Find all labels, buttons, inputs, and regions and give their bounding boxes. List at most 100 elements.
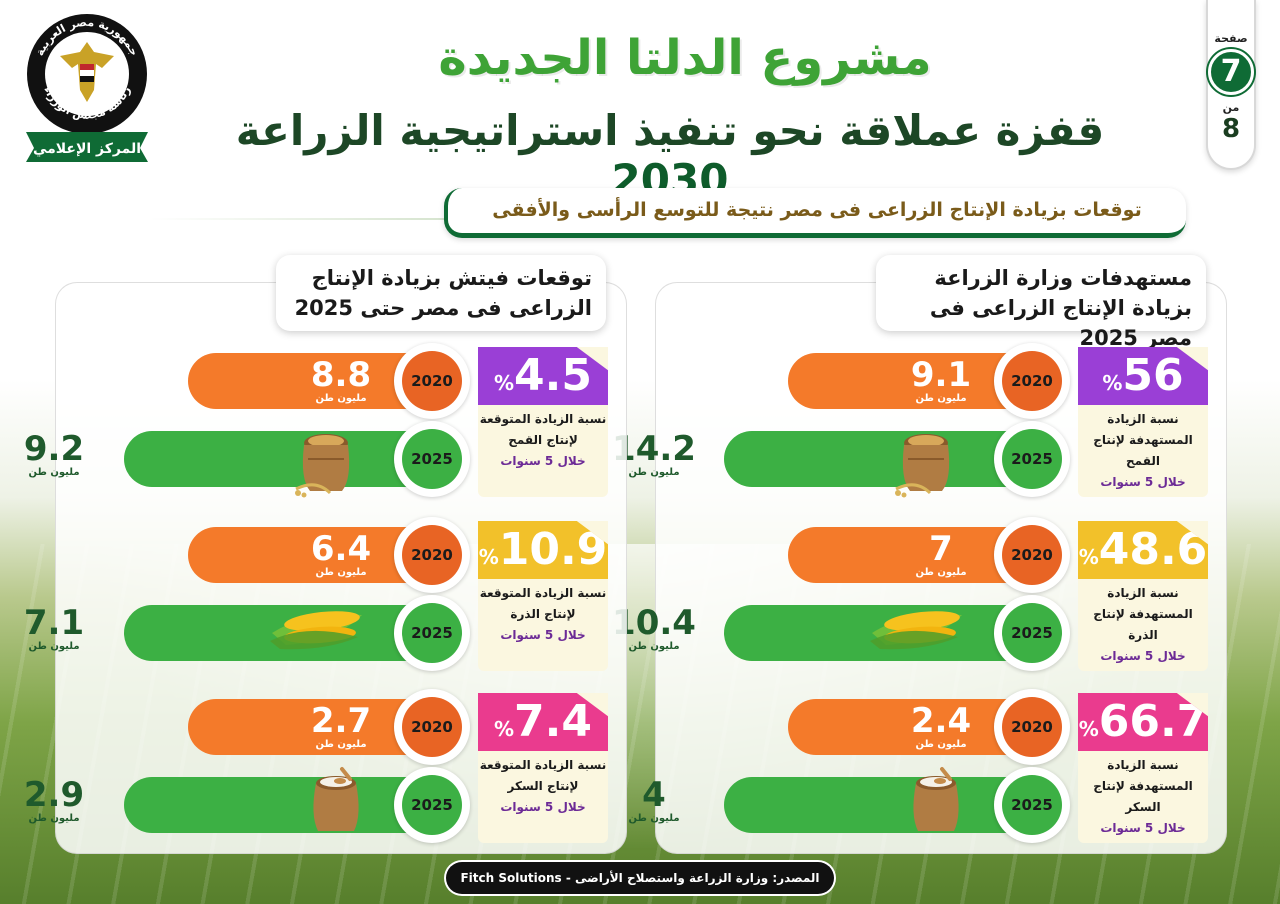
period-text: خلال 5 سنوات (1100, 821, 1186, 835)
eagle-icon (60, 42, 114, 102)
percent-sign: % (494, 717, 515, 741)
sugar-sack-icon (286, 765, 366, 845)
value-number: 7.1 (23, 603, 85, 643)
page-total: 8 (1221, 114, 1241, 144)
year-badge-2025: 2025 (394, 421, 470, 497)
percent-card: %56 نسبة الزيادة المستهدفة لإنتاج القمح … (1078, 347, 1208, 497)
value-2020: 2.7 مليون طن (296, 703, 386, 751)
value-number: 4 (642, 775, 666, 815)
value-2025: 4 مليون طن (604, 777, 704, 825)
value-2020: 8.8 مليون طن (296, 357, 386, 405)
year-label: 2020 (1002, 697, 1062, 757)
production-row: 2020 2025 8.8 مليون طن 9.2 مليون طن %4.5… (24, 343, 628, 513)
year-badge-2025: 2025 (994, 767, 1070, 843)
increase-text: نسبة الزيادة المتوقعة لإنتاج القمح (479, 412, 607, 447)
page-of-label: من (1222, 101, 1240, 114)
value-number: 9.2 (23, 429, 85, 469)
percent-sign: % (478, 545, 499, 569)
value-unit: مليون طن (915, 739, 967, 750)
value-number: 2.4 (910, 701, 972, 741)
value-unit: مليون طن (915, 393, 967, 404)
page-label: صفحة (1214, 32, 1248, 45)
percent-card: %7.4 نسبة الزيادة المتوقعة لإنتاج السكر … (478, 693, 608, 843)
value-2025: 9.2 مليون طن (4, 431, 104, 479)
percent-header: %56 (1078, 347, 1208, 405)
increase-text: نسبة الزيادة المتوقعة لإنتاج السكر (479, 758, 607, 793)
value-unit: مليون طن (28, 641, 80, 652)
year-badge-2020: 2020 (394, 517, 470, 593)
production-row: 2020 2025 6.4 مليون طن 7.1 مليون طن %10.… (24, 517, 628, 687)
increase-text: نسبة الزيادة المستهدفة لإنتاج السكر (1093, 758, 1193, 814)
percent-description: نسبة الزيادة المتوقعة لإنتاج القمح خلال … (478, 409, 608, 472)
year-badge-2020: 2020 (994, 343, 1070, 419)
percent-card: %10.9 نسبة الزيادة المتوقعة لإنتاج الذرة… (478, 521, 608, 671)
page-current: 7 (1208, 49, 1254, 95)
percent-sign: % (1078, 545, 1099, 569)
year-badge-2025: 2025 (394, 595, 470, 671)
period-text: خلال 5 سنوات (500, 628, 586, 642)
year-badge-2025: 2025 (994, 421, 1070, 497)
period-text: خلال 5 سنوات (500, 800, 586, 814)
percent-card: %66.7 نسبة الزيادة المستهدفة لإنتاج السك… (1078, 693, 1208, 843)
value-unit: مليون طن (628, 641, 680, 652)
value-number: 7 (929, 529, 953, 569)
value-number: 2.7 (310, 701, 372, 741)
increase-text: نسبة الزيادة المستهدفة لإنتاج القمح (1093, 412, 1193, 468)
fitch-panel-title: توقعات فيتش بزيادة الإنتاج الزراعى فى مص… (276, 255, 606, 331)
fitch-forecast-panel: توقعات فيتش بزيادة الإنتاج الزراعى فى مص… (24, 255, 628, 854)
year-label: 2025 (1002, 603, 1062, 663)
value-2020: 2.4 مليون طن (896, 703, 986, 751)
percent-header: %4.5 (478, 347, 608, 405)
ministry-panel-title: مستهدفات وزارة الزراعة بزيادة الإنتاج ال… (876, 255, 1206, 350)
year-label: 2025 (402, 775, 462, 835)
value-2025: 2.9 مليون طن (4, 777, 104, 825)
value-number: 6.4 (310, 529, 372, 569)
year-badge-2020: 2020 (994, 689, 1070, 765)
year-label: 2025 (402, 429, 462, 489)
production-row: 2020 2025 9.1 مليون طن 14.2 مليون طن %56… (612, 343, 1228, 513)
year-badge-2020: 2020 (994, 517, 1070, 593)
corn-icon (270, 593, 366, 673)
value-number: 2.9 (23, 775, 85, 815)
year-label: 2020 (402, 525, 462, 585)
percent-header: %66.7 (1078, 693, 1208, 751)
percent-value: 56 (1122, 350, 1184, 401)
source-note: المصدر: وزارة الزراعة واستصلاح الأراضى -… (446, 862, 834, 894)
production-row: 2020 2025 7 مليون طن 10.4 مليون طن %48.6… (612, 517, 1228, 687)
value-unit: مليون طن (915, 567, 967, 578)
year-badge-2020: 2020 (394, 343, 470, 419)
period-text: خلال 5 سنوات (1100, 475, 1186, 489)
year-label: 2025 (402, 603, 462, 663)
year-label: 2020 (402, 697, 462, 757)
value-unit: مليون طن (28, 467, 80, 478)
value-unit: مليون طن (315, 739, 367, 750)
value-2020: 7 مليون طن (896, 531, 986, 579)
wheat-sack-icon (886, 419, 966, 499)
year-badge-2025: 2025 (394, 767, 470, 843)
year-label: 2020 (1002, 351, 1062, 411)
percent-description: نسبة الزيادة المتوقعة لإنتاج الذرة خلال … (478, 583, 608, 646)
logo-text-bottom: المركز الإعلامي (33, 141, 141, 157)
subtitle-text: قفزة عملاقة نحو تنفيذ استراتيجية الزراعة (235, 106, 1105, 155)
sugar-sack-icon (886, 765, 966, 845)
percent-value: 66.7 (1098, 696, 1208, 747)
value-number: 9.1 (910, 355, 972, 395)
value-number: 8.8 (310, 355, 372, 395)
value-unit: مليون طن (628, 467, 680, 478)
value-2020: 9.1 مليون طن (896, 357, 986, 405)
percent-sign: % (494, 371, 515, 395)
percent-header: %48.6 (1078, 521, 1208, 579)
wheat-sack-icon (286, 419, 366, 499)
ministry-targets-panel: مستهدفات وزارة الزراعة بزيادة الإنتاج ال… (612, 255, 1228, 854)
page-indicator: صفحة 7 من 8 (1206, 0, 1256, 170)
value-unit: مليون طن (628, 813, 680, 824)
percent-description: نسبة الزيادة المستهدفة لإنتاج القمح خلال… (1078, 409, 1208, 493)
percent-value: 48.6 (1098, 524, 1208, 575)
percent-card: %48.6 نسبة الزيادة المستهدفة لإنتاج الذر… (1078, 521, 1208, 671)
year-label: 2020 (402, 351, 462, 411)
percent-description: نسبة الزيادة المستهدفة لإنتاج السكر خلال… (1078, 755, 1208, 839)
year-badge-2025: 2025 (994, 595, 1070, 671)
page-title: مشروع الدلتا الجديدة (438, 30, 932, 86)
production-row: 2020 2025 2.4 مليون طن 4 مليون طن %66.7 … (628, 689, 1228, 859)
ribbon-banner: توقعات بزيادة الإنتاج الزراعى فى مصر نتي… (444, 188, 1186, 238)
